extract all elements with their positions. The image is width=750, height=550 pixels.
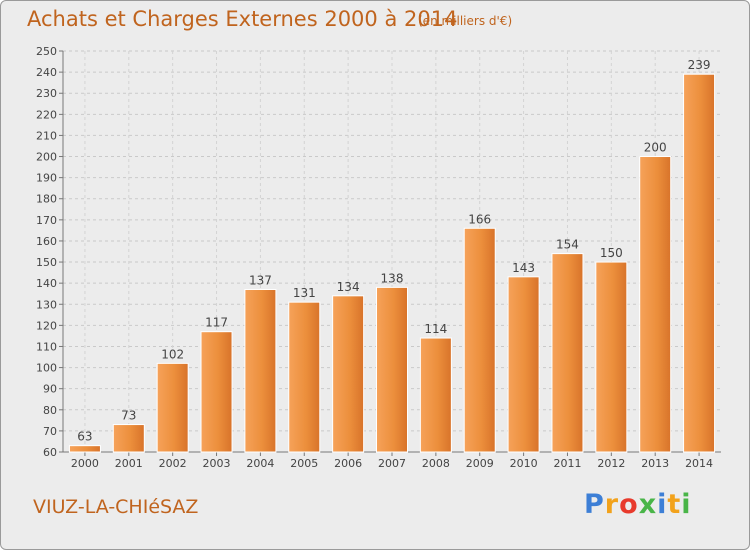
x-tick-label-2012: 2012 xyxy=(597,457,625,470)
x-tick-label-2005: 2005 xyxy=(290,457,318,470)
x-tick-label-2009: 2009 xyxy=(466,457,494,470)
bar-2013 xyxy=(639,156,672,453)
logo-letter: t xyxy=(667,489,682,520)
x-tick-label-2000: 2000 xyxy=(71,457,99,470)
logo-letter: i xyxy=(681,489,692,520)
y-tick-label: 130 xyxy=(36,298,57,311)
data-label-2007: 138 xyxy=(381,271,404,285)
x-tick-label-2006: 2006 xyxy=(334,457,362,470)
y-tick-label: 140 xyxy=(36,277,57,290)
bar-2002 xyxy=(156,362,189,453)
bar-2012 xyxy=(595,261,628,453)
labels: 63 73 102 117 137 131 134 138 114 166 143 154 150 200… xyxy=(77,58,710,443)
logo-letter: x xyxy=(638,489,658,520)
y-tick-label: 90 xyxy=(43,383,57,396)
data-label-2003: 117 xyxy=(205,316,228,330)
data-label-2008: 114 xyxy=(424,322,447,336)
y-tick-label: 230 xyxy=(36,87,57,100)
data-label-2012: 150 xyxy=(600,246,623,260)
bar-2004 xyxy=(244,288,277,453)
y-tick-label: 220 xyxy=(36,108,57,121)
y-tick-label: 120 xyxy=(36,319,57,332)
bar-2011 xyxy=(551,253,584,453)
y-tick-label: 170 xyxy=(36,214,57,227)
bar-2008 xyxy=(419,337,452,453)
x-tick-label-2010: 2010 xyxy=(510,457,538,470)
y-tick-label: 60 xyxy=(43,446,57,459)
y-tick-label: 80 xyxy=(43,404,57,417)
x-tick-label-2013: 2013 xyxy=(641,457,669,470)
y-tick-label: 240 xyxy=(36,66,57,79)
chart-subtitle: (en milliers d'€) xyxy=(418,14,513,28)
data-label-2001: 73 xyxy=(121,409,136,423)
data-label-2013: 200 xyxy=(644,141,667,155)
proxiti-logo: Proxiti xyxy=(584,489,692,520)
logo-letter: o xyxy=(619,489,639,520)
commune-name: VIUZ-LA-CHIéSAZ xyxy=(33,496,199,518)
data-label-2010: 143 xyxy=(512,261,535,275)
data-label-2011: 154 xyxy=(556,238,579,252)
bar-2005 xyxy=(288,301,321,453)
bar-2009 xyxy=(463,227,496,453)
y-tick-label: 190 xyxy=(36,172,57,185)
y-tick-label: 200 xyxy=(36,151,57,164)
y-tick-label: 150 xyxy=(36,256,57,269)
y-tick-label: 160 xyxy=(36,235,57,248)
data-label-2002: 102 xyxy=(161,347,184,361)
y-tick-label: 210 xyxy=(36,129,57,142)
y-tick-label: 180 xyxy=(36,193,57,206)
y-tick-label: 110 xyxy=(36,340,57,353)
x-tick-label-2011: 2011 xyxy=(553,457,581,470)
y-tick-label: 100 xyxy=(36,362,57,375)
axes: 60 70 80 90 100 110 120 130 140 150 160 170 180 190 20… xyxy=(36,45,721,470)
y-tick-label: 250 xyxy=(36,45,57,58)
x-tick-label-2007: 2007 xyxy=(378,457,406,470)
bar-2006 xyxy=(332,295,365,453)
bar-2014 xyxy=(683,73,716,453)
data-label-2000: 63 xyxy=(77,430,92,444)
x-tick-label-2001: 2001 xyxy=(115,457,143,470)
data-label-2006: 134 xyxy=(337,280,360,294)
logo-letter: r xyxy=(604,489,620,520)
x-tick-label-2008: 2008 xyxy=(422,457,450,470)
data-label-2014: 239 xyxy=(688,58,711,72)
x-tick-label-2003: 2003 xyxy=(203,457,231,470)
bar-2007 xyxy=(376,286,408,453)
data-label-2005: 131 xyxy=(293,286,316,300)
bar-2003 xyxy=(200,331,233,453)
bar-2000 xyxy=(68,445,101,453)
x-tick-label-2004: 2004 xyxy=(246,457,274,470)
logo-letter: P xyxy=(584,489,605,520)
bars xyxy=(68,73,716,453)
data-label-2009: 166 xyxy=(468,212,491,226)
x-tick-label-2002: 2002 xyxy=(159,457,187,470)
bar-2010 xyxy=(507,276,540,453)
y-tick-label: 70 xyxy=(43,425,57,438)
x-tick-label-2014: 2014 xyxy=(685,457,713,470)
logo-letter: i xyxy=(657,489,668,520)
chart-title: Achats et Charges Externes 2000 à 2014 xyxy=(27,7,458,31)
bar-2001 xyxy=(112,424,145,453)
data-label-2004: 137 xyxy=(249,273,272,287)
